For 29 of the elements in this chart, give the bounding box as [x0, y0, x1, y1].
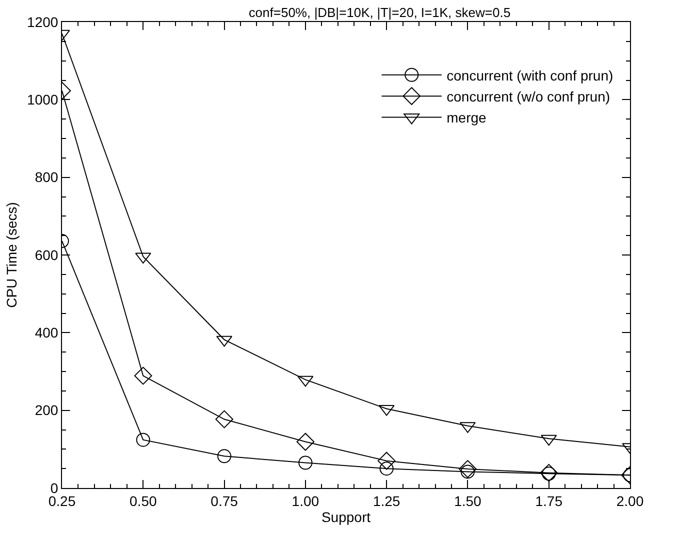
x-axis-title: Support	[321, 509, 371, 526]
point	[298, 456, 312, 470]
x-tick-label: 0.50	[130, 492, 157, 509]
y-axis-title: CPU Time (secs)	[4, 202, 20, 308]
point	[136, 432, 150, 447]
point	[540, 464, 558, 482]
y-tick-label: 200	[34, 402, 58, 418]
x-tick-label: 0.75	[210, 492, 238, 509]
x-tick-label: 1.75	[535, 492, 563, 509]
y-tick-label: 1000	[27, 92, 58, 108]
point	[215, 410, 234, 428]
chart-title: conf=50%, |DB|=10K, |T|=20, I=1K, skew=0.5	[248, 5, 511, 20]
point	[378, 452, 396, 470]
y-tick-label: 600	[34, 246, 58, 263]
y-tick-label: 400	[34, 324, 58, 341]
x-tick-label: 2.00	[616, 492, 644, 509]
legend-label: concurrent (with conf prun)	[446, 67, 614, 84]
point	[380, 462, 394, 476]
point	[217, 449, 232, 464]
point	[458, 460, 477, 478]
point	[134, 366, 152, 385]
point	[296, 432, 314, 451]
y-tick-label: 1200	[27, 14, 58, 30]
x-tick-label: 1.25	[372, 492, 400, 509]
legend-label: concurrent (w/o conf prun)	[446, 88, 610, 105]
legend-label: merge	[446, 110, 487, 126]
y-tick-label: 800	[34, 169, 58, 186]
x-tick-label: 1.00	[292, 492, 320, 509]
x-tick-label: 1.50	[454, 492, 482, 509]
